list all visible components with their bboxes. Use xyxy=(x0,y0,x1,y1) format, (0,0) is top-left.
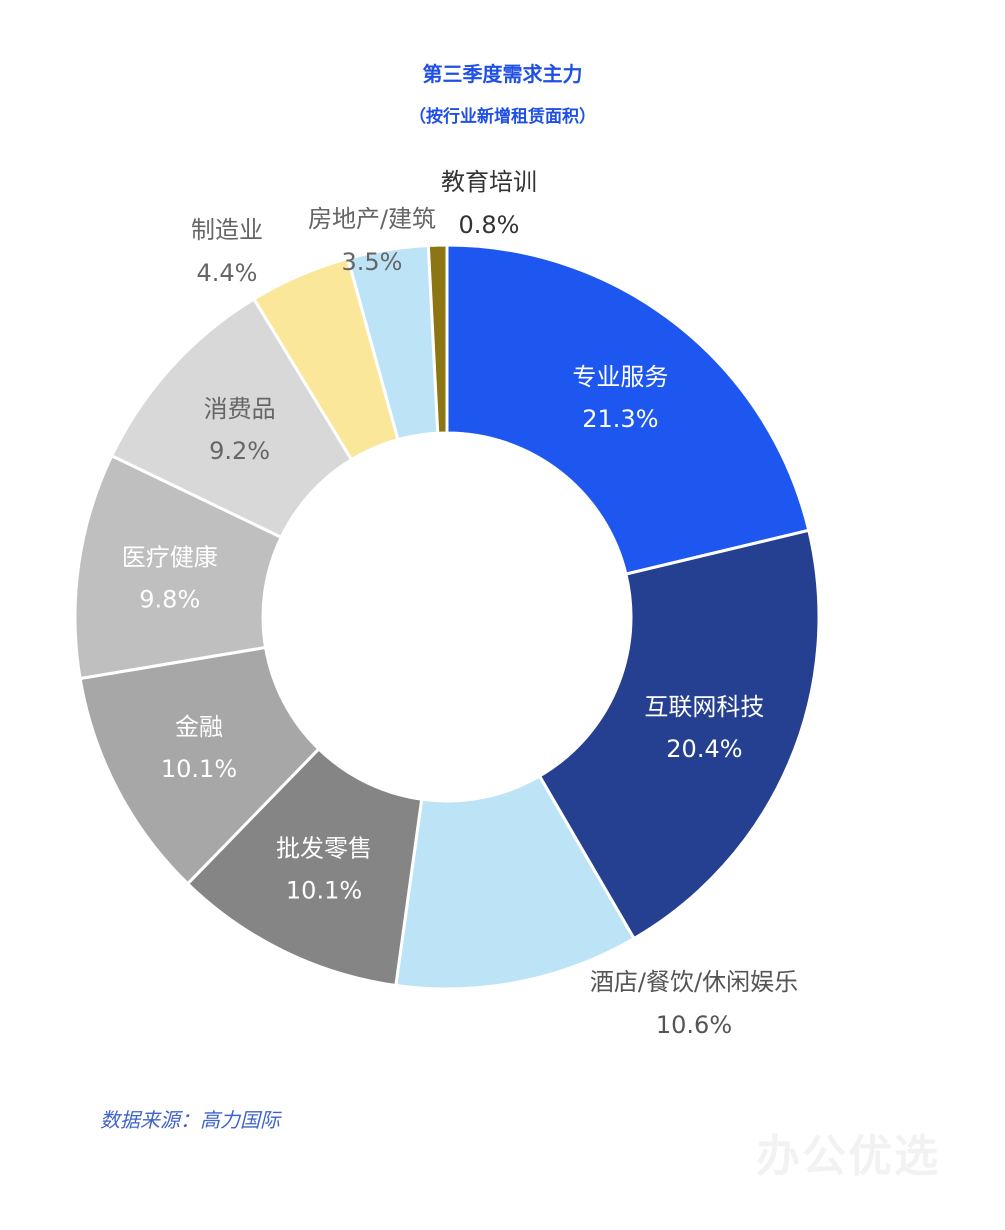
slice-value-2: 20.4% xyxy=(666,735,742,763)
slice-label-8: 制造业 xyxy=(191,216,263,244)
watermark: 办公优选 xyxy=(756,1131,940,1182)
slice-label-6: 医疗健康 xyxy=(122,544,218,572)
slice-value-6: 9.8% xyxy=(139,586,200,614)
slice-1 xyxy=(445,243,811,576)
slice-label-4: 批发零售 xyxy=(276,835,372,863)
chart-title: 第三季度需求主力 xyxy=(422,62,583,86)
slice-value-9: 3.5% xyxy=(342,248,403,276)
slice-value-7: 9.2% xyxy=(209,437,270,465)
slice-value-1: 21.3% xyxy=(582,405,658,433)
chart-subtitle: （按行业新增租赁面积） xyxy=(409,107,596,127)
data-source: 数据来源：高力国际 xyxy=(100,1108,280,1132)
slice-label-10: 教育培训 xyxy=(441,168,537,196)
slices-group xyxy=(73,243,821,991)
slice-label-1: 专业服务 xyxy=(572,363,668,391)
slice-10 xyxy=(426,243,449,435)
slice-label-9: 房地产/建筑 xyxy=(308,205,436,233)
slice-label-2: 互联网科技 xyxy=(644,693,764,721)
slice-value-4: 10.1% xyxy=(286,877,362,905)
slice-value-5: 10.1% xyxy=(161,755,237,783)
slice-label-7: 消费品 xyxy=(204,395,276,423)
slice-label-3: 酒店/餐饮/休闲娱乐 xyxy=(590,968,798,996)
slice-value-10: 0.8% xyxy=(459,211,520,239)
labels-group: 专业服务 21.3% 互联网科技 20.4% 酒店/餐饮/休闲娱乐 10.6% 批发零售 10… xyxy=(122,168,798,1039)
slice-3 xyxy=(394,774,637,991)
slice-2 xyxy=(537,528,821,941)
slice-value-3: 10.6% xyxy=(656,1011,732,1039)
slice-label-5: 金融 xyxy=(175,713,223,741)
slice-value-8: 4.4% xyxy=(197,259,258,287)
